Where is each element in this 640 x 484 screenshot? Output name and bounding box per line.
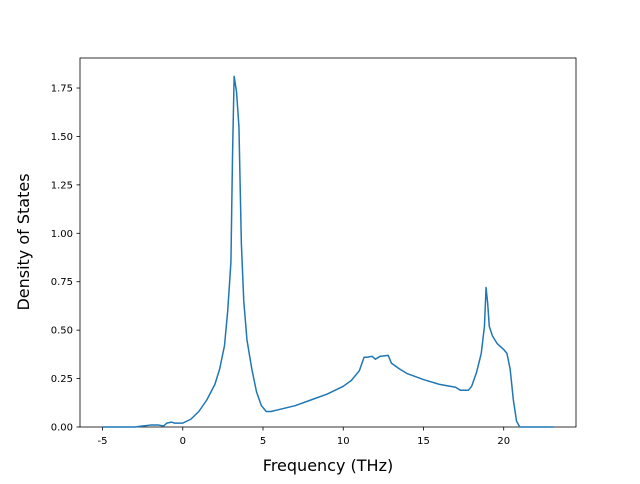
x-tick-label: 15	[417, 436, 430, 447]
y-axis-label: Density of States	[14, 173, 33, 310]
y-tick-label: 1.50	[51, 132, 73, 143]
x-tick-label: 0	[180, 436, 186, 447]
y-tick-label: 1.00	[51, 229, 73, 240]
y-tick-label: 0.00	[51, 423, 73, 434]
x-tick-label: 20	[497, 436, 510, 447]
y-tick-label: 0.50	[51, 326, 73, 337]
y-tick-label: 1.25	[51, 180, 73, 191]
x-axis-label: Frequency (THz)	[263, 456, 393, 475]
x-tick-label: 5	[260, 436, 266, 447]
y-tick-label: 0.75	[51, 277, 73, 288]
x-tick-label: -5	[98, 436, 108, 447]
y-tick-label: 0.25	[51, 374, 73, 385]
plot-frame	[79, 57, 577, 428]
line-series	[102, 75, 554, 428]
y-tick-label: 1.75	[51, 84, 73, 95]
x-tick-label: 10	[337, 436, 350, 447]
